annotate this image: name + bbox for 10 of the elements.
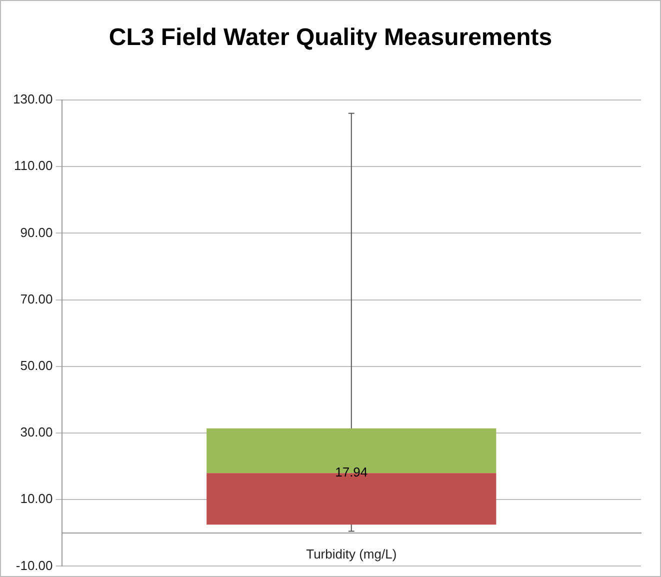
y-tick-label: 30.00 xyxy=(20,424,53,440)
y-tick-label: 70.00 xyxy=(20,291,53,306)
y-tick-label: 110.00 xyxy=(14,158,53,174)
x-tick-label: Turbidity (mg/L) xyxy=(306,546,397,562)
chart-title: CL3 Field Water Quality Measurements xyxy=(108,24,554,52)
y-tick-label: 10.00 xyxy=(20,491,53,506)
y-tick-label: -10.00 xyxy=(16,558,53,573)
y-tick-label: 50.00 xyxy=(20,358,53,373)
y-tick-label: 90.00 xyxy=(20,224,53,240)
y-tick-label: 130.00 xyxy=(12,92,53,107)
